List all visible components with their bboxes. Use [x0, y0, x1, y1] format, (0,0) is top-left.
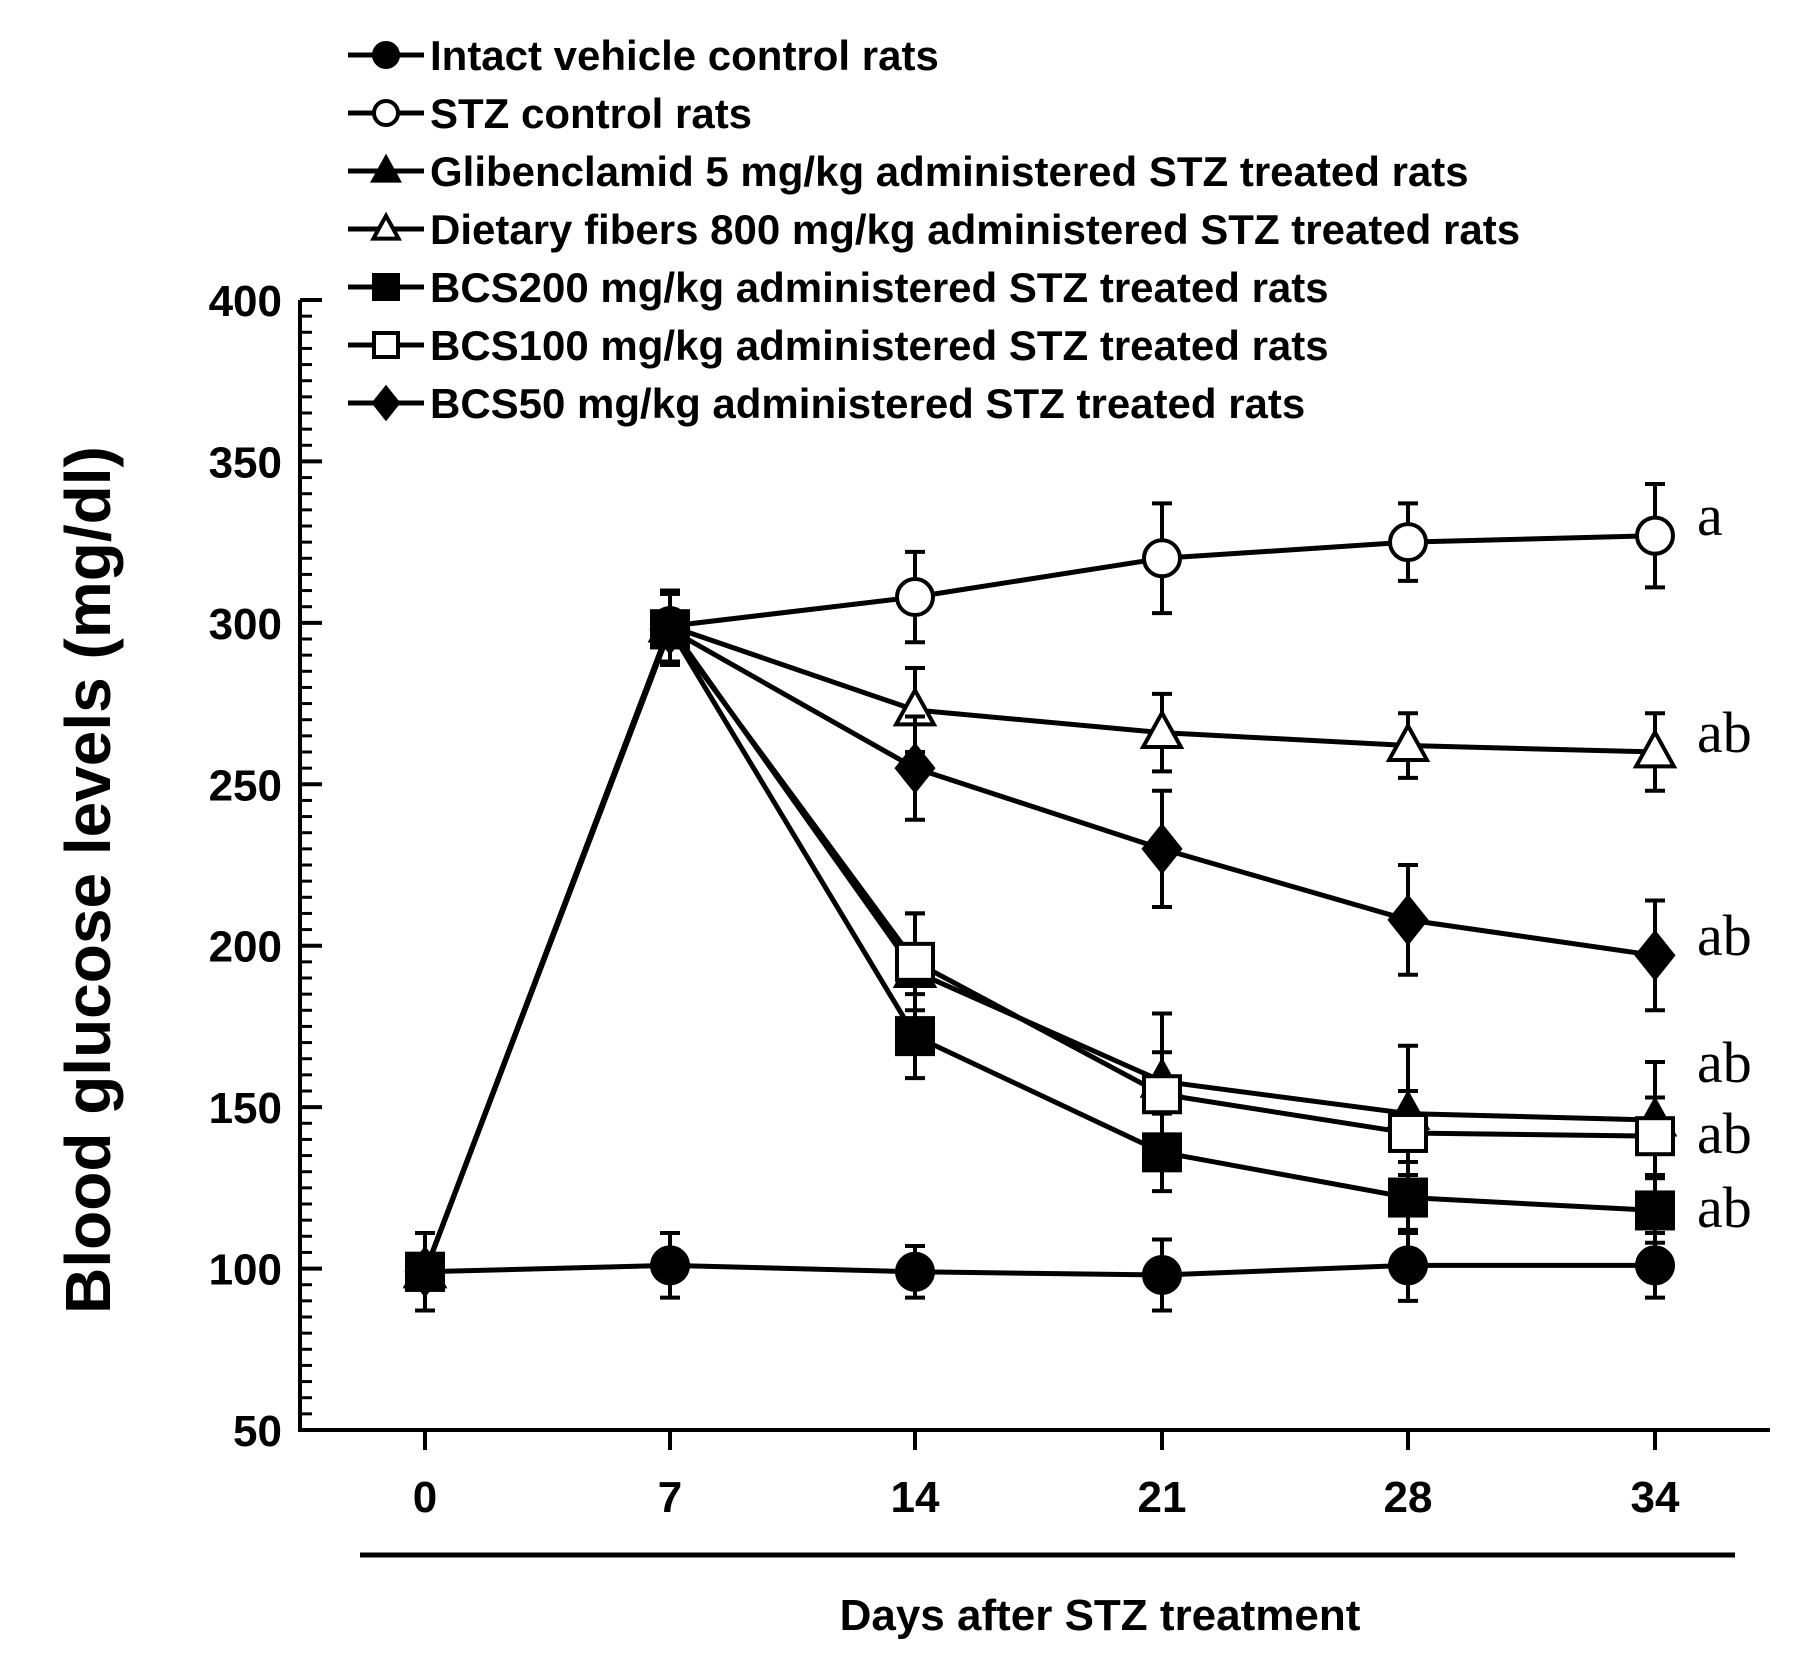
- significance-label: a: [1697, 483, 1723, 548]
- x-tick-label: 0: [413, 1473, 437, 1522]
- data-point: [650, 1245, 690, 1286]
- legend-marker: [372, 273, 400, 301]
- data-point: [1635, 515, 1675, 556]
- y-tick-label: 350: [209, 438, 282, 487]
- data-point: [894, 742, 936, 794]
- series-1: [405, 482, 1675, 1313]
- series-line: [422, 626, 1656, 1273]
- significance-label: ab: [1697, 903, 1752, 968]
- legend-label: STZ control rats: [430, 90, 752, 137]
- y-tick-label: 400: [209, 277, 282, 326]
- series-0: [405, 1227, 1675, 1313]
- y-axis-ticks: 50 100 150 200 250 300 350 400: [209, 277, 322, 1456]
- data-point: [1632, 728, 1678, 769]
- x-tick-label: 28: [1384, 1473, 1433, 1522]
- significance-label: ab: [1697, 1030, 1752, 1095]
- data-point: [895, 1016, 935, 1057]
- data-point: [1142, 1074, 1182, 1115]
- chart-axes: 50 100 150 200 250 300 350 400 0 7 14 21 28 34 Blood…: [52, 277, 1770, 1640]
- series-4: [405, 591, 1675, 1313]
- legend-label: BCS100 mg/kg administered STZ treated ra…: [430, 322, 1329, 369]
- series-line: [422, 623, 1656, 1273]
- data-point: [1142, 1255, 1182, 1296]
- data-point: [1139, 708, 1185, 750]
- y-tick-label: 300: [209, 600, 282, 649]
- data-point: [895, 577, 935, 618]
- data-point: [1387, 894, 1429, 946]
- x-axis-ticks: 0 7 14 21 28 34: [413, 1430, 1680, 1522]
- legend-marker: [372, 41, 400, 69]
- series-line: [422, 626, 1656, 1273]
- legend-label: Glibenclamid 5 mg/kg administered STZ tr…: [430, 148, 1469, 195]
- legend-label: BCS200 mg/kg administered STZ treated ra…: [430, 264, 1329, 311]
- x-axis-title: Days after STZ treatment: [840, 1591, 1361, 1640]
- data-point: [895, 1251, 935, 1292]
- series-line: [422, 626, 1656, 1273]
- series-line: [422, 533, 1656, 1273]
- data-point: [1388, 1177, 1428, 1218]
- data-point: [1141, 823, 1183, 875]
- y-tick-label: 100: [209, 1246, 282, 1295]
- legend-marker: [371, 384, 401, 422]
- significance-label: ab: [1697, 1175, 1752, 1240]
- data-point: [1635, 1116, 1675, 1157]
- legend-label: Dietary fibers 800 mg/kg administered ST…: [430, 206, 1520, 253]
- y-axis-title: Blood glucose levels (mg/dl): [52, 446, 124, 1314]
- significance-label: ab: [1697, 700, 1752, 765]
- legend-marker: [372, 331, 400, 359]
- data-point: [1635, 1190, 1675, 1231]
- x-tick-label: 34: [1631, 1473, 1680, 1522]
- y-tick-label: 150: [209, 1084, 282, 1133]
- legend-marker: [370, 153, 402, 183]
- data-point: [1142, 1132, 1182, 1173]
- y-tick-label: 250: [209, 761, 282, 810]
- legend-label: Intact vehicle control rats: [430, 32, 939, 79]
- data-point: [895, 941, 935, 982]
- y-tick-label: 200: [209, 923, 282, 972]
- data-point: [1635, 1245, 1675, 1286]
- data-point: [1388, 1112, 1428, 1153]
- legend-marker: [370, 211, 402, 241]
- x-tick-label: 21: [1138, 1473, 1187, 1522]
- plot-area: [402, 482, 1678, 1313]
- x-tick-label: 14: [891, 1473, 940, 1522]
- data-point: [1634, 929, 1676, 982]
- data-point: [1388, 522, 1428, 563]
- data-point: [650, 609, 690, 650]
- data-point: [1142, 538, 1182, 579]
- legend-label: BCS50 mg/kg administered STZ treated rat…: [430, 380, 1305, 427]
- significance-label: ab: [1697, 1101, 1752, 1166]
- y-tick-label: 50: [233, 1407, 282, 1456]
- data-point: [1385, 721, 1431, 762]
- data-point: [405, 1251, 445, 1292]
- data-point: [1388, 1245, 1428, 1286]
- legend-marker: [372, 99, 400, 127]
- chart-legend: Intact vehicle control rats STZ control r…: [348, 32, 1520, 427]
- series-line: [424, 1262, 1655, 1278]
- x-tick-label: 7: [658, 1473, 682, 1522]
